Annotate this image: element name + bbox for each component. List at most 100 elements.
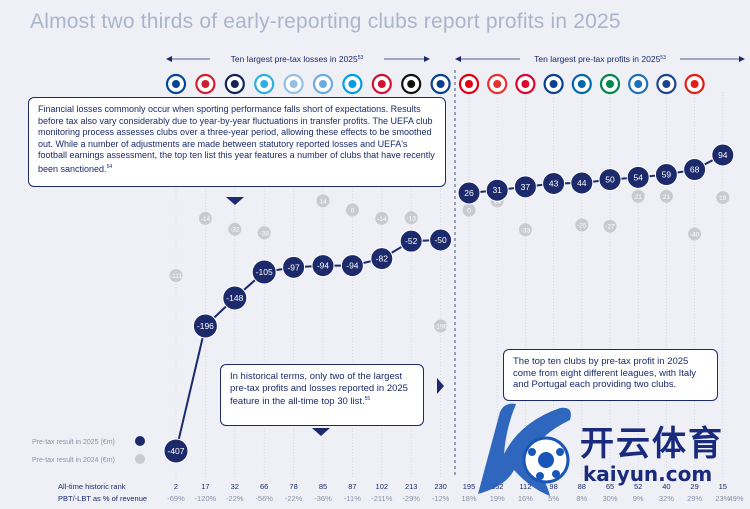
pct-value: -69% <box>167 494 185 503</box>
label-2025: -148 <box>226 293 243 303</box>
point-2025 <box>429 228 453 252</box>
callout-topten: The top ten clubs by pre-tax profit in 2… <box>503 349 718 401</box>
label-2024: -13 <box>406 215 416 222</box>
club-crests <box>165 73 705 95</box>
point-2024 <box>462 203 476 217</box>
point-2025 <box>457 181 481 205</box>
aston-villa-crest-icon <box>289 80 298 88</box>
pct-value: 29% <box>687 494 702 503</box>
marseille-crest-icon <box>260 80 269 88</box>
pct-value: 8% <box>576 494 587 503</box>
label-2025: 54 <box>633 172 643 182</box>
tottenham-crest-icon <box>230 80 239 88</box>
pct-value: 9% <box>633 494 644 503</box>
pct-value: 19% <box>490 494 505 503</box>
porto-crest-icon <box>549 80 558 88</box>
point-2024 <box>631 189 645 203</box>
losses-header: Ten largest pre-tax losses in 202553 <box>231 54 364 64</box>
rank-value: 87 <box>348 482 356 491</box>
crystal-palace-crest-icon <box>662 80 671 88</box>
rank-value: 15 <box>719 482 727 491</box>
callout-arrow-right-icon <box>437 378 444 394</box>
point-2024 <box>345 203 359 217</box>
rank-value: 40 <box>662 482 670 491</box>
lille-crest-icon <box>690 80 699 88</box>
rank-value: 195 <box>463 482 476 491</box>
callout-historical: In historical terms, only two of the lar… <box>220 364 424 426</box>
rank-value: 66 <box>260 482 268 491</box>
point-2024 <box>228 222 242 236</box>
point-2025 <box>251 259 277 285</box>
point-2025 <box>683 158 707 182</box>
kaiyun-logo-icon <box>478 403 571 496</box>
point-2024 <box>575 218 589 232</box>
rank-value: 85 <box>319 482 327 491</box>
watermark-cn: 开云体育 <box>580 424 724 464</box>
point-2025 <box>163 438 189 464</box>
point-2024 <box>716 191 730 205</box>
point-2024 <box>375 211 389 225</box>
point-2025 <box>542 172 566 195</box>
profits-header: Ten largest pre-tax profits in 202553 <box>534 54 666 64</box>
point-2024 <box>198 211 212 225</box>
rank-value: 29 <box>690 482 698 491</box>
legend-current-label: Pre-tax result in 2025 (€m) <box>32 439 115 446</box>
point-2024 <box>603 219 617 233</box>
point-2024 <box>659 189 673 203</box>
inter-crest-icon <box>577 80 586 88</box>
callout-arrow-down-icon <box>226 197 244 205</box>
rank-label: All-time historic rank <box>58 482 126 491</box>
ajax-crest-icon <box>377 80 386 88</box>
label-2025: 68 <box>690 165 700 175</box>
pct-value: 23% <box>715 494 730 503</box>
point-2024 <box>316 194 330 208</box>
rank-value: 88 <box>578 482 586 491</box>
legend-previous-marker <box>135 454 145 464</box>
celtic-crest-icon <box>606 80 614 88</box>
label-2024: 14 <box>319 198 327 205</box>
lyon-crest-icon <box>201 80 210 88</box>
label-2025: -105 <box>256 267 273 277</box>
point-2025 <box>654 163 678 187</box>
rank-value: 112 <box>519 482 531 491</box>
label-2024: -111 <box>170 273 182 280</box>
point-2024 <box>434 319 448 333</box>
pct-value: -22% <box>226 494 244 503</box>
benfica-crest-icon <box>493 80 502 88</box>
point-2025 <box>311 254 335 278</box>
pct-value: 30% <box>602 494 617 503</box>
pct-value: -36% <box>314 494 332 503</box>
label-2024: -40 <box>690 232 700 239</box>
pct-value: 49% <box>728 494 743 503</box>
page-title: Almost two thirds of early-reporting clu… <box>30 10 621 33</box>
point-2024 <box>257 226 271 240</box>
pct-value: 18% <box>461 494 476 503</box>
pct-value: 5% <box>548 494 559 503</box>
label-2024: -32 <box>230 227 240 234</box>
point-2025 <box>626 165 650 189</box>
callout-arrow-down-icon <box>312 428 330 436</box>
point-2025 <box>570 171 594 195</box>
label-2025: 59 <box>662 170 672 180</box>
rank-value: 2 <box>174 482 178 491</box>
rank-value: 52 <box>634 482 642 491</box>
legend: Pre-tax result in 2025 (€m) Pre-tax resu… <box>32 436 145 464</box>
label-2025: -407 <box>167 446 184 456</box>
point-2025 <box>711 143 735 167</box>
series-2024: -111-14-32-38-97140-14-13-196014-3352-25… <box>169 171 730 333</box>
rank-value: 17 <box>201 482 209 491</box>
label-2025: -196 <box>197 321 214 331</box>
rank-value: 32 <box>231 482 239 491</box>
point-2025 <box>399 229 423 253</box>
chelsea-crest-icon <box>172 80 180 88</box>
label-2024: -196 <box>434 324 447 331</box>
pct-value: 16% <box>518 494 533 503</box>
series-2025: -407 -196 -148 -105 -97 -94 -94 -82 -52 -50 26 31 37… <box>163 143 735 464</box>
point-2025 <box>282 255 306 279</box>
manchester-city-crest-icon <box>319 80 327 88</box>
point-2025 <box>222 285 248 311</box>
label-2024: -14 <box>201 216 211 223</box>
label-2025: -94 <box>317 261 330 271</box>
pct-label: PBT/-LBT as % of revenue <box>58 494 147 503</box>
label-2024: 14 <box>494 198 502 205</box>
